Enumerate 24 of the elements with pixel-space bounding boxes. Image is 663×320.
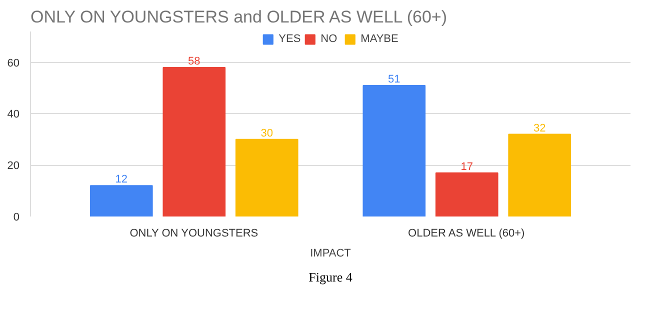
bar <box>508 134 571 216</box>
legend-label: NO <box>320 33 338 45</box>
y-tick-label: 40 <box>7 108 20 121</box>
data-label: 17 <box>460 160 473 173</box>
chart-title: ONLY ON YOUNGSTERS and OLDER AS WELL (60+) <box>30 8 447 26</box>
y-tick-label: 60 <box>7 57 20 70</box>
x-tick-label: OLDER AS WELL (60+) <box>408 228 525 240</box>
data-label: 12 <box>115 174 128 186</box>
bar <box>162 66 226 216</box>
bar <box>235 138 298 216</box>
caption: Figure 4 <box>308 270 353 284</box>
x-tick-label: ONLY ON YOUNGSTERS <box>130 228 258 240</box>
bar <box>362 84 426 216</box>
y-tick-label: 0 <box>13 212 20 224</box>
y-tick-label: 20 <box>7 160 20 172</box>
legend-label: YES <box>278 33 301 45</box>
data-label: 51 <box>388 73 400 86</box>
data-label: 32 <box>533 122 546 134</box>
bar <box>90 185 153 216</box>
legend-label: MAYBE <box>360 33 398 45</box>
bar <box>435 172 498 216</box>
data-label: 30 <box>260 127 273 140</box>
x-axis-title: IMPACT <box>310 248 352 260</box>
data-label: 58 <box>188 55 200 68</box>
